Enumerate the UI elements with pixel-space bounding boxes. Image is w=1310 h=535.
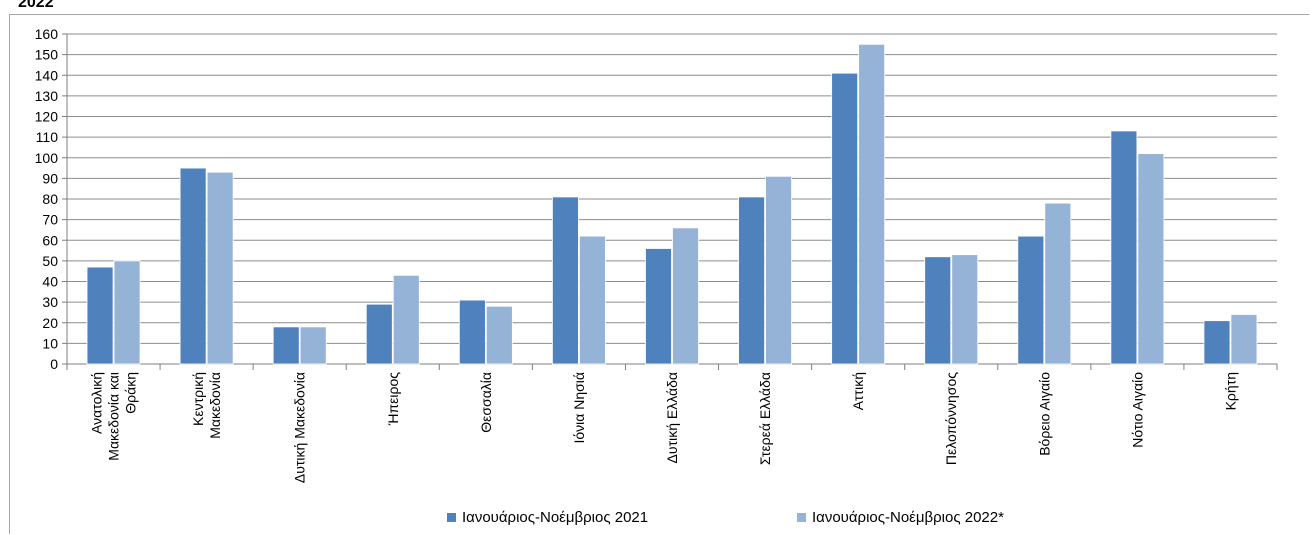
- legend-item-2021: Ιανουάριος-Νοέμβριος 2021: [447, 509, 648, 526]
- bar-series2-2: [299, 326, 327, 365]
- bar-series1-6: [645, 248, 672, 365]
- bar-series2-12: [1230, 314, 1258, 365]
- y-tick-label: 60: [42, 232, 58, 248]
- bar-series1-1: [179, 167, 207, 365]
- y-tick-label: 70: [42, 212, 58, 228]
- legend-swatch-2022: [797, 513, 806, 522]
- x-category-label: Πελοπόννησος: [943, 372, 959, 465]
- bar-series2-9: [951, 254, 979, 365]
- bar-series1-12: [1203, 320, 1231, 365]
- y-tick-label: 20: [42, 315, 58, 331]
- y-tick-label: 0: [50, 356, 58, 372]
- x-category-label: Αττική: [850, 372, 866, 410]
- y-tick-label: 100: [35, 150, 59, 166]
- bar-series2-10: [1044, 202, 1072, 365]
- y-tick-label: 30: [42, 294, 58, 310]
- bar-series2-1: [206, 171, 234, 365]
- legend-swatch-2021: [447, 513, 456, 522]
- bar-series1-9: [924, 256, 952, 365]
- legend-item-2022: Ιανουάριος-Νοέμβριος 2022*: [797, 509, 1004, 526]
- bar-series2-6: [672, 227, 699, 365]
- x-category-label: Μακεδονία και: [106, 372, 122, 461]
- y-tick-label: 50: [42, 253, 58, 269]
- bar-series2-3: [392, 274, 420, 365]
- bar-series1-5: [552, 196, 579, 365]
- bar-series1-3: [365, 303, 393, 365]
- chart-frame: [9, 14, 1309, 534]
- x-category-label: Δυτική Ελλάδα: [664, 372, 680, 463]
- x-category-label: Θεσσαλία: [478, 372, 494, 433]
- x-category-label: Βόρειο Αιγαίο: [1036, 372, 1052, 456]
- bar-series2-0: [113, 260, 141, 365]
- x-category-label: Ανατολική: [89, 372, 105, 434]
- y-tick-label: 140: [35, 67, 59, 83]
- x-category-label: Στερεά Ελλάδα: [757, 372, 773, 465]
- bar-series1-2: [272, 326, 300, 365]
- y-tick-label: 150: [35, 47, 59, 63]
- bar-series1-11: [1110, 130, 1138, 365]
- y-tick-label: 110: [36, 129, 59, 145]
- y-tick-label: 90: [42, 170, 58, 186]
- bar-series1-0: [86, 266, 114, 365]
- top-fragment-text: 2022: [18, 0, 54, 11]
- x-category-label: Ιόνια Νησιά: [571, 372, 587, 444]
- bar-series2-8: [858, 43, 886, 365]
- bar-series2-7: [765, 175, 792, 365]
- y-tick-label: 130: [35, 88, 59, 104]
- legend-label-2021: Ιανουάριος-Νοέμβριος 2021: [462, 509, 649, 526]
- x-category-label: Νότιο Αιγαίο: [1129, 372, 1145, 448]
- bar-series1-7: [738, 196, 765, 365]
- x-category-label: Θράκη: [123, 372, 139, 414]
- x-category-label: Κεντρική: [190, 372, 206, 426]
- bar-series1-8: [831, 72, 859, 365]
- bar-series1-4: [458, 299, 486, 365]
- bar-series1-10: [1017, 235, 1045, 365]
- bar-series2-5: [579, 235, 606, 365]
- y-tick-label: 120: [35, 109, 59, 125]
- y-tick-label: 10: [42, 335, 58, 351]
- y-tick-label: 160: [35, 26, 59, 42]
- bar-series2-11: [1137, 153, 1165, 365]
- x-category-label: Δυτική Μακεδονία: [292, 372, 308, 483]
- y-tick-label: 80: [42, 191, 58, 207]
- y-tick-label: 40: [42, 274, 58, 290]
- x-category-label: Κρήτη: [1222, 372, 1238, 410]
- x-category-label: Μακεδονία: [207, 372, 223, 439]
- legend-label-2022: Ιανουάριος-Νοέμβριος 2022*: [812, 509, 1004, 526]
- bar-series2-4: [485, 305, 513, 365]
- x-category-label: Ήπειρος: [385, 372, 401, 426]
